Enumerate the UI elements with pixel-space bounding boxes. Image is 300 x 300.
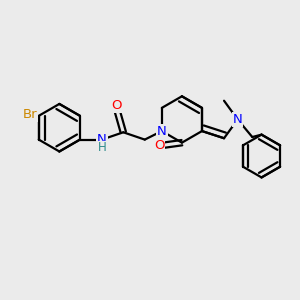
Text: N: N [233, 113, 242, 126]
Text: N: N [157, 124, 167, 138]
Text: N: N [97, 133, 107, 146]
Text: O: O [154, 139, 164, 152]
Text: O: O [111, 99, 122, 112]
Text: H: H [98, 141, 106, 154]
Text: Br: Br [22, 108, 37, 121]
